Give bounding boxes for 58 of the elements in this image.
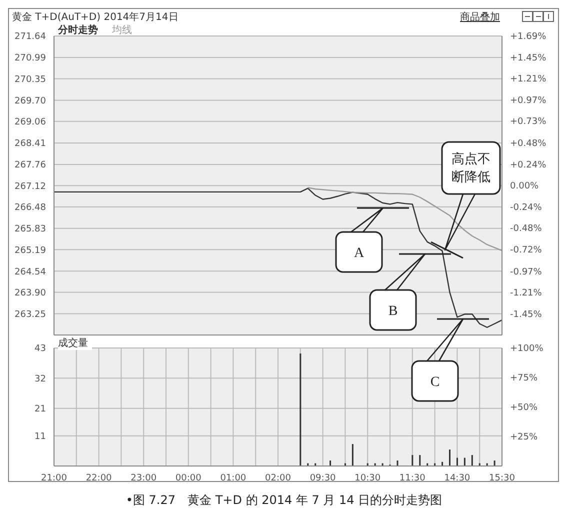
y2-tick-label: -0.72% [510, 245, 542, 256]
y2-tick-label: +25% [510, 432, 538, 443]
annotation: 高点不断降低 [452, 151, 490, 185]
y-tick-label: 263.90 [14, 288, 46, 298]
y2-tick-label: +0.73% [510, 117, 547, 128]
x-tick-label: 09:30 [310, 473, 336, 484]
y-tick-label: 264.54 [14, 267, 46, 278]
chart-title: 成交量 [58, 336, 92, 350]
x-tick-label: 01:00 [220, 473, 246, 484]
text: 商品叠加 [460, 10, 500, 24]
y-tick-label: 270.99 [14, 54, 46, 64]
y2-tick-label: +0.48% [510, 139, 547, 150]
y2-tick-label: -0.24% [510, 202, 542, 213]
y2-tick-label: -1.45% [510, 310, 542, 320]
y-tick-label: 21 [34, 404, 46, 415]
text: •图 7.27 黄金 T+D 的 2014 年 7 月 14 日的分时走势图 [124, 492, 444, 509]
y2-tick-label: 0.00% [510, 182, 540, 192]
annotation: A [354, 246, 365, 261]
y2-tick-label: +50% [510, 403, 538, 414]
annotation: B [388, 304, 398, 319]
y-tick-label: 269.70 [14, 96, 46, 106]
y2-tick-label: -0.97% [510, 268, 542, 278]
y2-tick-label: +1.69% [510, 32, 547, 42]
y-tick-label: 267.12 [14, 182, 46, 192]
y2-tick-label: -0.48% [510, 224, 542, 234]
x-tick-label: 15:30 [489, 473, 516, 484]
text: 均线 [112, 24, 132, 37]
y2-tick-label: +75% [510, 374, 538, 384]
annotation: C [430, 375, 440, 390]
y-tick-label: 266.48 [14, 203, 46, 214]
y-tick-label: 265.83 [14, 224, 46, 235]
chart-title: 黄金 T+D(AuT+D) 2014年7月14日 [12, 10, 178, 24]
y-tick-label: 270.35 [14, 74, 46, 85]
y-tick-label: 265.19 [14, 246, 46, 256]
line-series [54, 188, 502, 328]
x-tick-label: 23:00 [130, 473, 157, 484]
y2-tick-label: +1.45% [510, 53, 547, 64]
y-tick-label: 263.25 [14, 310, 46, 320]
y2-tick-label: +100% [510, 344, 544, 354]
y2-tick-label: +1.21% [510, 74, 547, 85]
y-tick-label: 11 [34, 432, 46, 442]
x-tick-label: 14:30 [444, 473, 470, 484]
x-tick-label: 02:00 [265, 473, 292, 484]
x-tick-label: 00:00 [175, 473, 202, 484]
x-tick-label: 22:00 [86, 473, 112, 484]
y2-tick-label: -1.21% [510, 288, 542, 299]
y-tick-label: 32 [34, 374, 46, 384]
y2-tick-label: +0.24% [510, 160, 547, 170]
x-tick-label: 21:00 [41, 473, 68, 484]
x-tick-label: 10:30 [354, 473, 381, 484]
x-tick-label: 11:30 [399, 473, 426, 484]
y2-tick-label: +0.97% [510, 96, 547, 106]
y-tick-label: 269.06 [14, 118, 46, 128]
y-tick-label: 271.64 [14, 32, 46, 42]
y-tick-label: 268.41 [14, 139, 46, 150]
text: 分时走势 [58, 24, 98, 37]
y-tick-label: 267.76 [14, 160, 46, 171]
y-tick-label: 43 [34, 344, 46, 354]
